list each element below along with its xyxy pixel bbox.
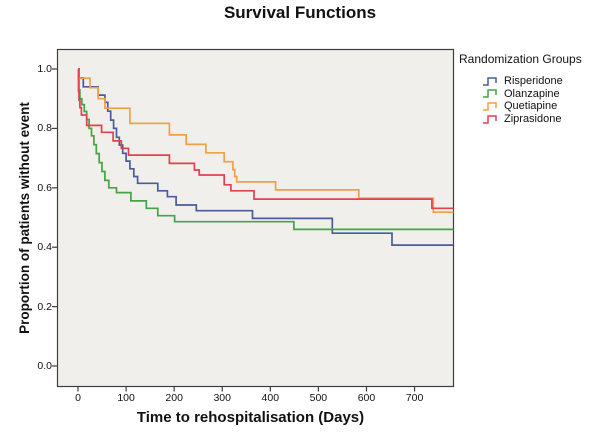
legend-step-swatch-icon xyxy=(483,102,497,111)
y-tick-label: 0.8 xyxy=(37,122,52,135)
x-tick-label: 300 xyxy=(213,392,231,404)
legend-item-quetiapine: Quetiapine xyxy=(459,100,582,113)
y-tick-label: 0.6 xyxy=(37,181,52,194)
y-tick-label: 0.4 xyxy=(37,241,52,254)
survival-curve-risperidone xyxy=(78,68,454,246)
legend-label: Risperidone xyxy=(504,75,563,88)
legend-item-olanzapine: Olanzapine xyxy=(459,88,582,101)
legend: Randomization Groups Risperidone Olanzapi… xyxy=(459,52,582,125)
legend-label: Olanzapine xyxy=(504,87,560,100)
legend-step-swatch-icon xyxy=(483,89,497,99)
legend-items: Risperidone Olanzapine Quetiapine Ziprasido… xyxy=(459,75,582,125)
y-tick-label: 0.0 xyxy=(37,360,52,372)
legend-step-swatch-icon xyxy=(483,77,497,86)
legend-title: Randomization Groups xyxy=(459,52,582,66)
legend-step-swatch-icon xyxy=(483,114,497,124)
x-tick-label: 200 xyxy=(165,392,183,404)
chart-title: Survival Functions xyxy=(223,3,377,22)
x-tick-label: 400 xyxy=(261,392,280,404)
x-tick-label: 700 xyxy=(405,392,424,404)
legend-label: Ziprasidone xyxy=(504,113,562,126)
x-tick-label: 500 xyxy=(309,392,328,404)
x-tick-label: 100 xyxy=(117,392,135,404)
survival-curve-olanzapine xyxy=(78,68,454,231)
legend-item-ziprasidone: Ziprasidone xyxy=(459,113,582,126)
y-tick-label: 1.0 xyxy=(37,63,52,75)
legend-item-risperidone: Risperidone xyxy=(459,75,582,88)
survival-curve-quetiapine xyxy=(77,68,454,214)
legend-label: Quetiapine xyxy=(504,100,558,113)
x-axis-title: Time to rehospitalisation (Days) xyxy=(136,409,365,426)
x-tick-label: 600 xyxy=(357,392,376,404)
survival-curve-ziprasidone xyxy=(77,68,454,210)
x-tick-label: 0 xyxy=(75,392,81,404)
y-tick-label: 0.2 xyxy=(37,300,52,313)
